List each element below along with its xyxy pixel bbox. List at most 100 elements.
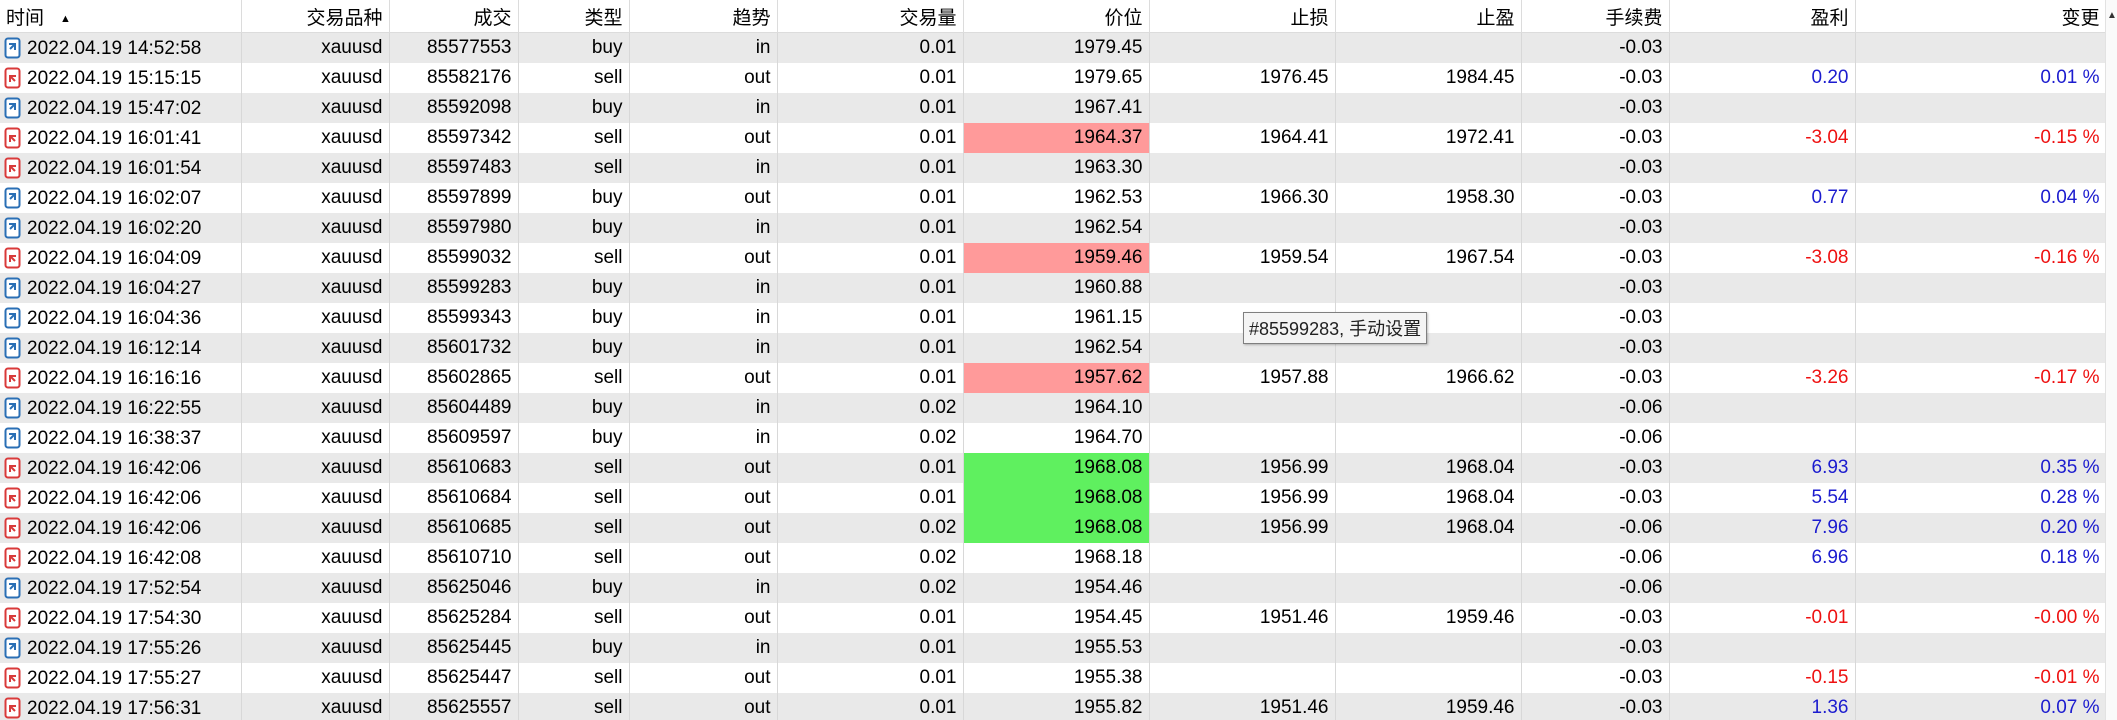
price-cell: 1962.54 — [963, 213, 1150, 243]
commission-cell: -0.06 — [1521, 423, 1670, 453]
symbol-cell: xauusd — [241, 153, 390, 183]
commission-cell: -0.03 — [1521, 453, 1670, 483]
commission-cell: -0.03 — [1521, 153, 1670, 183]
commission-cell: -0.06 — [1521, 573, 1670, 603]
change-cell: -0.17 % — [1855, 363, 2107, 393]
column-header-price[interactable]: 价位 — [963, 0, 1150, 33]
column-header-stop-loss[interactable]: 止损 — [1149, 0, 1336, 33]
deal-cell: 85597483 — [389, 153, 519, 183]
type-cell: sell — [518, 243, 630, 273]
direction-cell: in — [629, 213, 778, 243]
table-row[interactable]: 2022.04.19 17:54:30 xauusd 85625284 sell out… — [0, 603, 2107, 633]
volume-cell: 0.02 — [777, 393, 964, 423]
sell-deal-icon — [4, 487, 21, 509]
sell-deal-icon — [4, 607, 21, 629]
symbol-cell: xauusd — [241, 333, 390, 363]
table-row[interactable]: 2022.04.19 15:15:15 xauusd 85582176 sell out… — [0, 63, 2107, 93]
column-header-symbol[interactable]: 交易品种 — [241, 0, 390, 33]
time-cell: 2022.04.19 16:04:09 — [0, 243, 242, 273]
stop-loss-cell — [1149, 273, 1336, 303]
take-profit-cell: 1968.04 — [1335, 513, 1522, 543]
table-row[interactable]: 2022.04.19 17:56:31 xauusd 85625557 sell out… — [0, 693, 2107, 720]
table-row[interactable]: 2022.04.19 16:12:14 xauusd 85601732 buy in 0.… — [0, 333, 2107, 363]
symbol-cell: xauusd — [241, 63, 390, 93]
buy-deal-icon — [4, 427, 21, 449]
column-header-change[interactable]: 变更 — [1855, 0, 2107, 33]
commission-cell: -0.03 — [1521, 243, 1670, 273]
table-row[interactable]: 2022.04.19 16:04:27 xauusd 85599283 buy in 0.… — [0, 273, 2107, 303]
table-row[interactable]: 2022.04.19 16:42:06 xauusd 85610683 sell out… — [0, 453, 2107, 483]
table-row[interactable]: 2022.04.19 15:47:02 xauusd 85592098 buy in 0.… — [0, 93, 2107, 123]
deal-cell: 85592098 — [389, 93, 519, 123]
time-cell: 2022.04.19 16:01:41 — [0, 123, 242, 153]
take-profit-cell: 1968.04 — [1335, 483, 1522, 513]
direction-cell: out — [629, 243, 778, 273]
buy-deal-icon — [4, 637, 21, 659]
table-row[interactable]: 2022.04.19 17:55:27 xauusd 85625447 sell out… — [0, 663, 2107, 693]
column-header-time[interactable]: 时间 ▲ — [0, 0, 242, 33]
scroll-up-arrow-icon[interactable]: ▲ — [2107, 10, 2117, 21]
direction-cell: out — [629, 123, 778, 153]
stop-loss-cell — [1149, 393, 1336, 423]
column-header-type[interactable]: 类型 — [518, 0, 630, 33]
price-cell: 1979.45 — [963, 32, 1150, 63]
deal-cell: 85610684 — [389, 483, 519, 513]
deal-cell: 85610685 — [389, 513, 519, 543]
take-profit-cell: 1959.46 — [1335, 603, 1522, 633]
time-text: 2022.04.19 16:04:09 — [27, 247, 202, 269]
vertical-scrollbar[interactable]: ▲ — [2105, 0, 2117, 720]
table-row[interactable]: 2022.04.19 16:04:36 xauusd 85599343 buy in 0.… — [0, 303, 2107, 333]
column-header-direction[interactable]: 趋势 — [629, 0, 778, 33]
table-row[interactable]: 2022.04.19 17:52:54 xauusd 85625046 buy in 0.… — [0, 573, 2107, 603]
stop-loss-cell — [1149, 93, 1336, 123]
symbol-cell: xauusd — [241, 363, 390, 393]
symbol-cell: xauusd — [241, 123, 390, 153]
profit-cell: -3.08 — [1669, 243, 1856, 273]
table-row[interactable]: 2022.04.19 16:42:06 xauusd 85610685 sell out… — [0, 513, 2107, 543]
time-text: 2022.04.19 16:42:06 — [27, 517, 202, 539]
table-row[interactable]: 2022.04.19 16:38:37 xauusd 85609597 buy in 0.… — [0, 423, 2107, 453]
table-row[interactable]: 2022.04.19 16:01:54 xauusd 85597483 sell in 0… — [0, 153, 2107, 183]
deal-cell: 85597342 — [389, 123, 519, 153]
commission-cell: -0.03 — [1521, 183, 1670, 213]
stop-loss-cell — [1149, 423, 1336, 453]
profit-cell — [1669, 213, 1856, 243]
table-row[interactable]: 2022.04.19 16:01:41 xauusd 85597342 sell out… — [0, 123, 2107, 153]
volume-cell: 0.01 — [777, 273, 964, 303]
profit-cell: -0.01 — [1669, 603, 1856, 633]
table-row[interactable]: 2022.04.19 16:02:07 xauusd 85597899 buy out 0… — [0, 183, 2107, 213]
time-text: 2022.04.19 16:42:08 — [27, 547, 202, 569]
profit-cell — [1669, 153, 1856, 183]
table-row[interactable]: 2022.04.19 14:52:58 xauusd 85577553 buy in 0.… — [0, 32, 2107, 63]
take-profit-cell: 1984.45 — [1335, 63, 1522, 93]
table-row[interactable]: 2022.04.19 16:16:16 xauusd 85602865 sell out… — [0, 363, 2107, 393]
table-row[interactable]: 2022.04.19 16:02:20 xauusd 85597980 buy in 0.… — [0, 213, 2107, 243]
price-cell: 1968.08 — [963, 453, 1150, 483]
table-row[interactable]: 2022.04.19 16:42:06 xauusd 85610684 sell out… — [0, 483, 2107, 513]
direction-cell: out — [629, 693, 778, 720]
direction-cell: out — [629, 543, 778, 573]
type-cell: sell — [518, 543, 630, 573]
time-text: 2022.04.19 17:54:30 — [27, 607, 202, 629]
column-header-profit[interactable]: 盈利 — [1669, 0, 1856, 33]
column-header-deal[interactable]: 成交 — [389, 0, 519, 33]
column-header-take-profit[interactable]: 止盈 — [1335, 0, 1522, 33]
profit-cell: -3.04 — [1669, 123, 1856, 153]
time-text: 2022.04.19 15:47:02 — [27, 97, 202, 119]
type-cell: sell — [518, 63, 630, 93]
column-header-volume[interactable]: 交易量 — [777, 0, 964, 33]
table-row[interactable]: 2022.04.19 16:22:55 xauusd 85604489 buy in 0.… — [0, 393, 2107, 423]
table-row[interactable]: 2022.04.19 17:55:26 xauusd 85625445 buy in 0.… — [0, 633, 2107, 663]
deal-cell: 85602865 — [389, 363, 519, 393]
table-row[interactable]: 2022.04.19 16:04:09 xauusd 85599032 sell out… — [0, 243, 2107, 273]
time-cell: 2022.04.19 17:55:27 — [0, 663, 242, 693]
price-cell: 1955.53 — [963, 633, 1150, 663]
time-cell: 2022.04.19 17:52:54 — [0, 573, 242, 603]
volume-cell: 0.01 — [777, 363, 964, 393]
take-profit-cell — [1335, 663, 1522, 693]
profit-cell: 6.93 — [1669, 453, 1856, 483]
column-header-commission[interactable]: 手续费 — [1521, 0, 1670, 33]
table-row[interactable]: 2022.04.19 16:42:08 xauusd 85610710 sell out… — [0, 543, 2107, 573]
price-cell: 1959.46 — [963, 243, 1150, 273]
buy-deal-icon — [4, 337, 21, 359]
